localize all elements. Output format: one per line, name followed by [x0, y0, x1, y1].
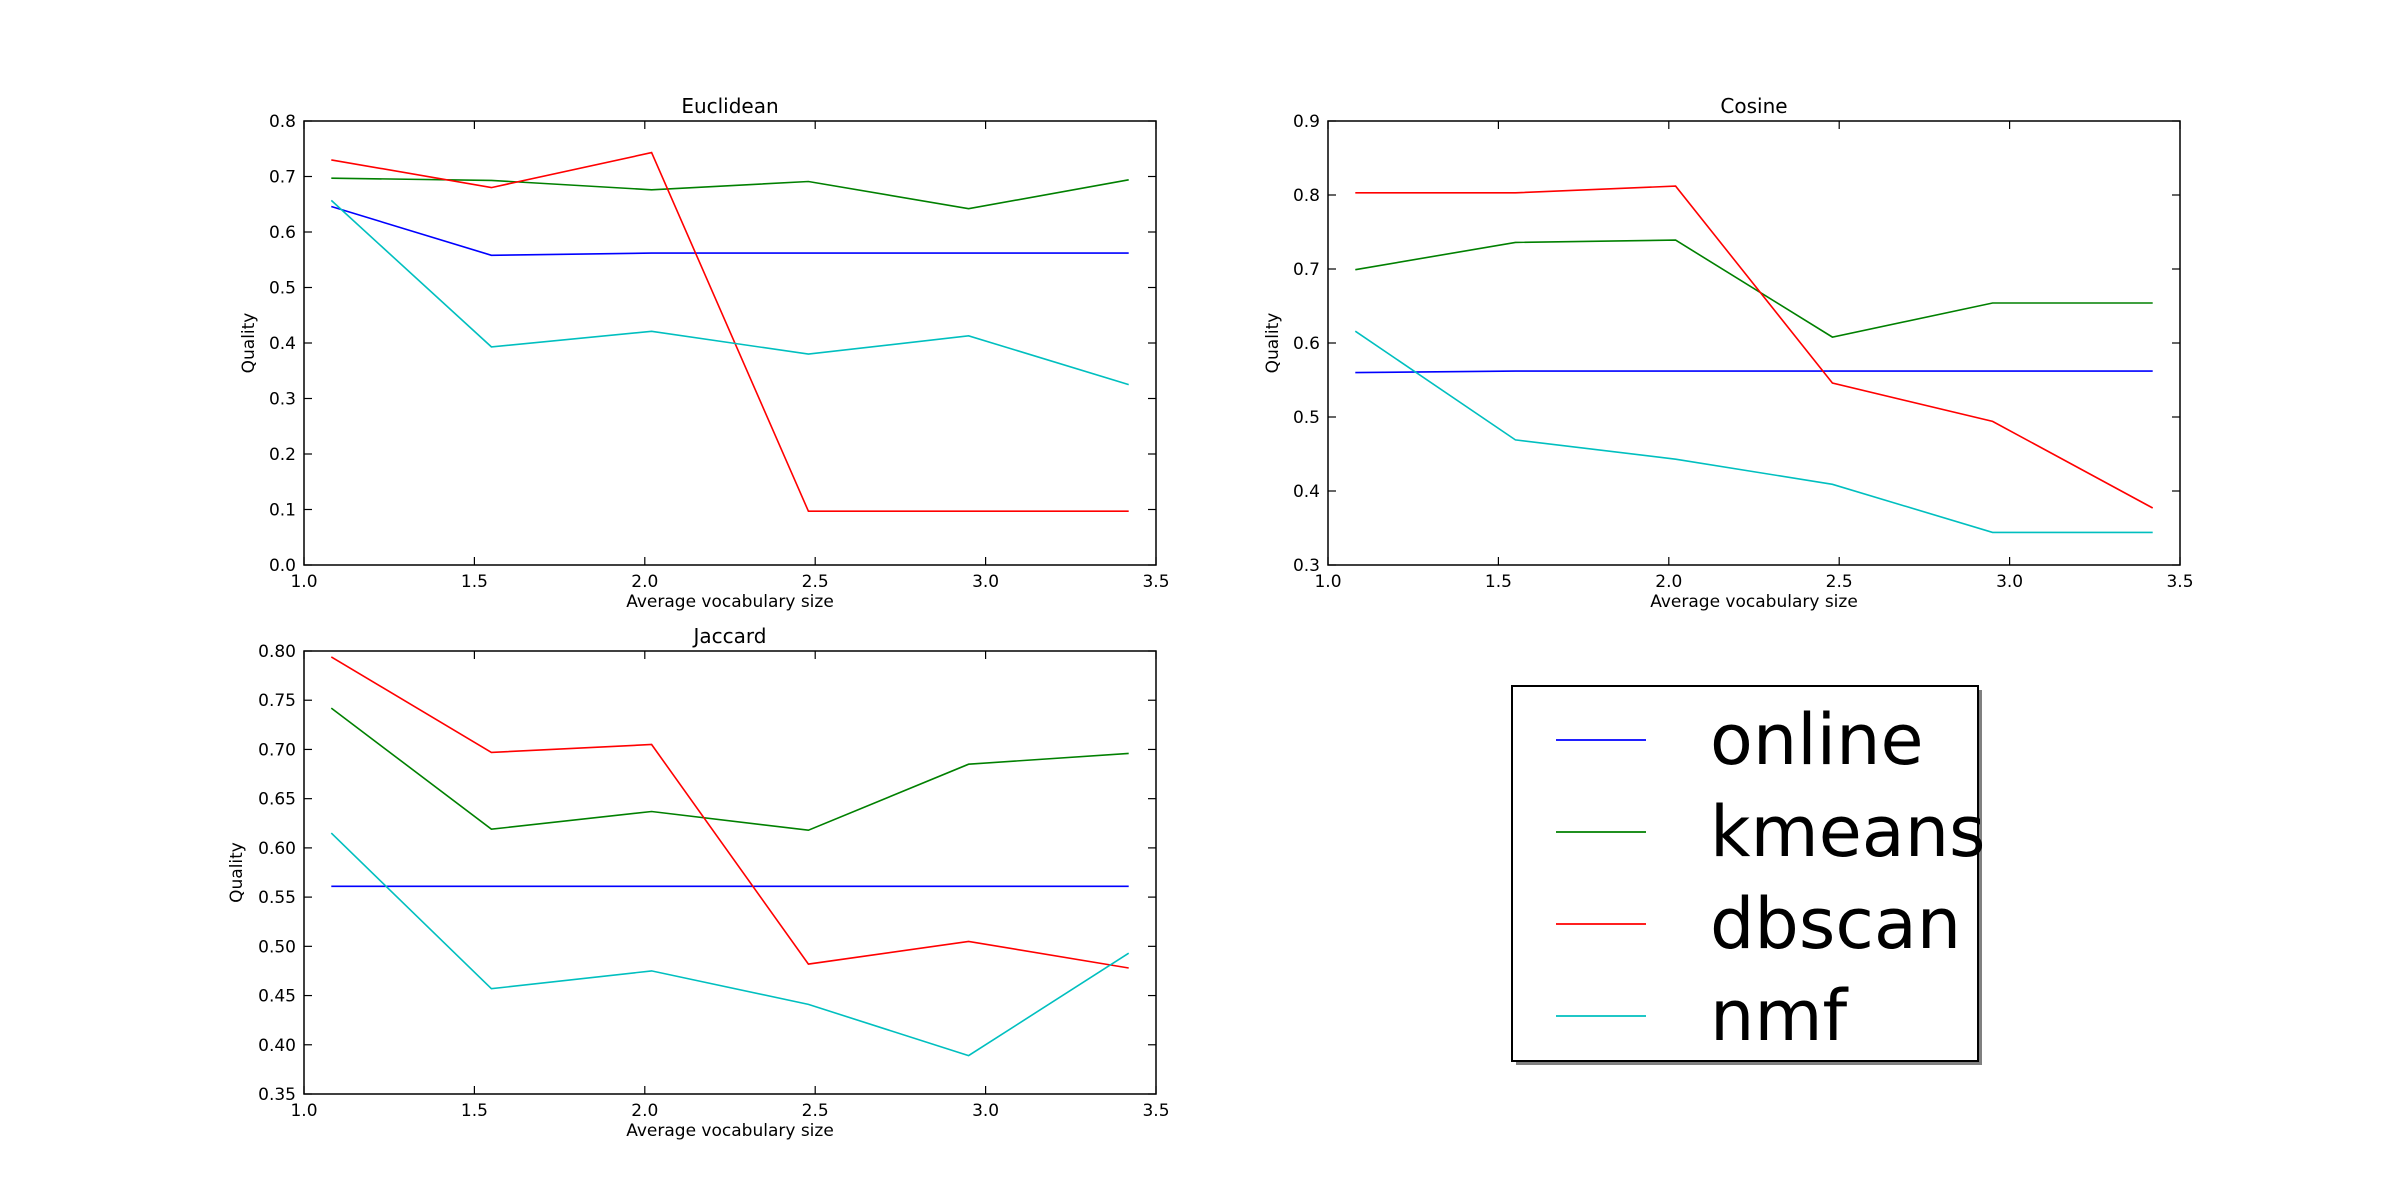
- x-tick-label: 1.5: [461, 572, 488, 592]
- y-tick-label: 0.5: [1293, 408, 1320, 428]
- y-tick-label: 0.80: [258, 642, 296, 662]
- series-line-online: [1355, 370, 2153, 374]
- legend-label-online: online: [1710, 699, 1924, 781]
- y-axis-label: Quality: [239, 313, 259, 374]
- series-line-dbscan: [331, 151, 1129, 513]
- y-tick-label: 0.4: [1293, 482, 1320, 502]
- x-tick-label: 3.0: [972, 1101, 999, 1121]
- y-tick-label: 0.7: [1293, 260, 1320, 280]
- series-line-online: [331, 205, 1129, 257]
- legend-label-nmf: nmf: [1710, 975, 1849, 1057]
- x-tick-label: 3.5: [1142, 1101, 1169, 1121]
- y-tick-label: 0.3: [1293, 556, 1320, 576]
- axes-frame-jaccard: [303, 650, 1157, 1095]
- y-tick-label: 0.55: [258, 888, 296, 908]
- x-tick-label: 1.0: [1314, 572, 1341, 592]
- panel-title-euclidean: Euclidean: [681, 94, 778, 118]
- y-tick-label: 0.4: [269, 334, 296, 354]
- series-line-nmf: [330, 199, 1129, 386]
- x-tick-label: 1.5: [1485, 572, 1512, 592]
- y-tick-label: 0.5: [269, 279, 296, 299]
- y-tick-label: 0.9: [1293, 112, 1320, 132]
- y-tick-label: 0.2: [269, 445, 296, 465]
- series-line-kmeans: [1355, 239, 2153, 338]
- panel-title-cosine: Cosine: [1720, 94, 1787, 118]
- y-tick-label: 0.35: [258, 1085, 296, 1105]
- y-tick-label: 0.65: [258, 790, 296, 810]
- y-tick-label: 0.3: [269, 390, 296, 410]
- series-line-kmeans: [331, 177, 1129, 210]
- x-tick-label: 2.0: [631, 1101, 658, 1121]
- y-tick-label: 0.8: [1293, 186, 1320, 206]
- x-axis-label: Average vocabulary size: [1650, 592, 1858, 612]
- x-tick-label: 2.0: [631, 572, 658, 592]
- x-axis-label: Average vocabulary size: [626, 1121, 834, 1141]
- legend-label-kmeans: kmeans: [1710, 791, 1986, 873]
- x-tick-label: 1.0: [290, 1101, 317, 1121]
- y-tick-label: 0.40: [258, 1036, 296, 1056]
- subplot-cosine: 1.0 1.5 2.0 2.5 3.0 3.5 0.3 0.4 0.5 0.6 0.7 0.8 0.9 C…: [1263, 94, 2194, 612]
- x-tick-label: 3.5: [2166, 572, 2193, 592]
- y-tick-label: 0.6: [269, 223, 296, 243]
- y-tick-label: 0.6: [1293, 334, 1320, 354]
- y-tick-label: 0.60: [258, 839, 296, 859]
- y-tick-label: 0.1: [269, 501, 296, 521]
- series-line-dbscan: [1355, 185, 2154, 509]
- series-line-kmeans: [330, 707, 1129, 832]
- series-line-dbscan: [330, 656, 1129, 969]
- x-tick-label: 2.5: [802, 1101, 829, 1121]
- legend-box: [1511, 685, 1982, 1065]
- y-tick-label: 0.50: [258, 937, 296, 957]
- subplot-jaccard: 1.0 1.5 2.0 2.5 3.0 3.5 0.35 0.40 0.45 0.50 0.55 0.…: [227, 624, 1170, 1141]
- x-tick-label: 3.0: [1996, 572, 2023, 592]
- legend-label-dbscan: dbscan: [1710, 883, 1961, 965]
- x-tick-label: 3.0: [972, 572, 999, 592]
- y-tick-label: 0.70: [258, 740, 296, 760]
- series-line-nmf: [330, 832, 1130, 1057]
- subplot-euclidean: 1.0 1.5 2.0 2.5 3.0 3.5 0.0 0.1 0.2 0.3 0.4 0.5 0.6 0…: [239, 94, 1170, 612]
- y-tick-label: 0.0: [269, 556, 296, 576]
- x-tick-label: 2.5: [1826, 572, 1853, 592]
- x-tick-label: 2.5: [802, 572, 829, 592]
- legend-frame: [1511, 685, 1979, 1062]
- y-tick-label: 0.8: [269, 112, 296, 132]
- x-tick-label: 1.0: [290, 572, 317, 592]
- y-axis-label: Quality: [227, 842, 247, 903]
- y-tick-label: 0.75: [258, 691, 296, 711]
- y-tick-label: 0.7: [269, 168, 296, 188]
- x-tick-label: 3.5: [1142, 572, 1169, 592]
- legend-entries: online kmeans dbscan nmf: [1556, 699, 1986, 1057]
- x-tick-label: 2.0: [1655, 572, 1682, 592]
- x-tick-label: 1.5: [461, 1101, 488, 1121]
- x-axis-label: Average vocabulary size: [626, 592, 834, 612]
- y-axis-label: Quality: [1263, 313, 1283, 374]
- panel-title-jaccard: Jaccard: [692, 624, 767, 648]
- series-line-nmf: [1354, 330, 2153, 534]
- y-tick-label: 0.45: [258, 987, 296, 1007]
